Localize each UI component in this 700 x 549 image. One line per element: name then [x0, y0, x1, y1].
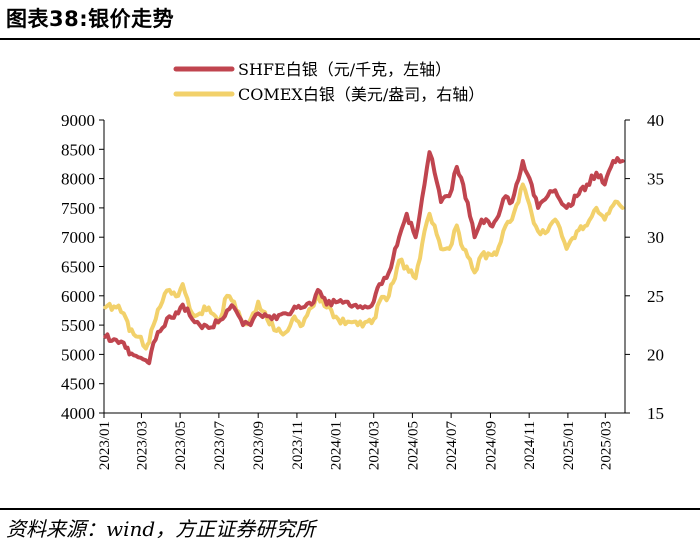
left-tick-label: 7500: [61, 199, 95, 218]
left-tick-label: 7000: [61, 228, 95, 247]
right-tick-label: 20: [647, 345, 664, 364]
x-tick-label: 2023/05: [173, 421, 189, 470]
line-chart: 9000 8500 8000 7500 7000 6500 6000 5500 5000 4500…: [61, 60, 664, 471]
left-tick-label: 4000: [61, 404, 95, 423]
right-tick-label: 25: [647, 287, 664, 306]
x-tick-label: 2023/01: [97, 421, 113, 470]
legend-label-shfe: SHFE白银（元/千克，左轴）: [238, 60, 451, 79]
figure-title: 图表38:银价走势: [6, 7, 175, 31]
x-tick-label: 2023/03: [134, 421, 150, 470]
source-rule: [0, 508, 700, 510]
right-tick-label: 15: [647, 404, 664, 423]
right-tick-label: 40: [647, 111, 664, 130]
x-tick-label: 2024/07: [444, 421, 460, 471]
source-note: 资料来源：wind，方正证券研究所: [6, 517, 316, 541]
left-tick-label: 5000: [61, 345, 95, 364]
title-rule: [0, 38, 700, 40]
right-tick-label: 30: [647, 228, 664, 247]
left-tick-label: 9000: [61, 111, 95, 130]
legend-label-comex: COMEX白银（美元/盎司，右轴）: [238, 85, 484, 104]
x-tick-label: 2024/01: [329, 421, 345, 470]
x-tick-label: 2024/09: [483, 421, 499, 470]
comex-silver-line: [103, 182, 625, 351]
x-tick-label: 2023/11: [290, 421, 306, 470]
x-tick-label: 2024/05: [405, 421, 421, 470]
left-tick-label: 8000: [61, 170, 95, 189]
left-tick-label: 5500: [61, 316, 95, 335]
left-tick-label: 4500: [61, 375, 95, 394]
left-tick-label: 6000: [61, 287, 95, 306]
x-tick-label: 2023/07: [212, 421, 228, 471]
x-tick-label: 2023/09: [251, 421, 267, 470]
left-tick-label: 8500: [61, 140, 95, 159]
x-tick-label: 2024/03: [367, 421, 383, 470]
left-tick-label: 6500: [61, 258, 95, 277]
x-tick-label: 2024/11: [522, 421, 538, 470]
right-tick-label: 35: [647, 170, 664, 189]
shfe-silver-line: [103, 150, 625, 366]
x-tick-label: 2025/03: [598, 421, 614, 470]
x-tick-label: 2025/01: [561, 421, 577, 470]
